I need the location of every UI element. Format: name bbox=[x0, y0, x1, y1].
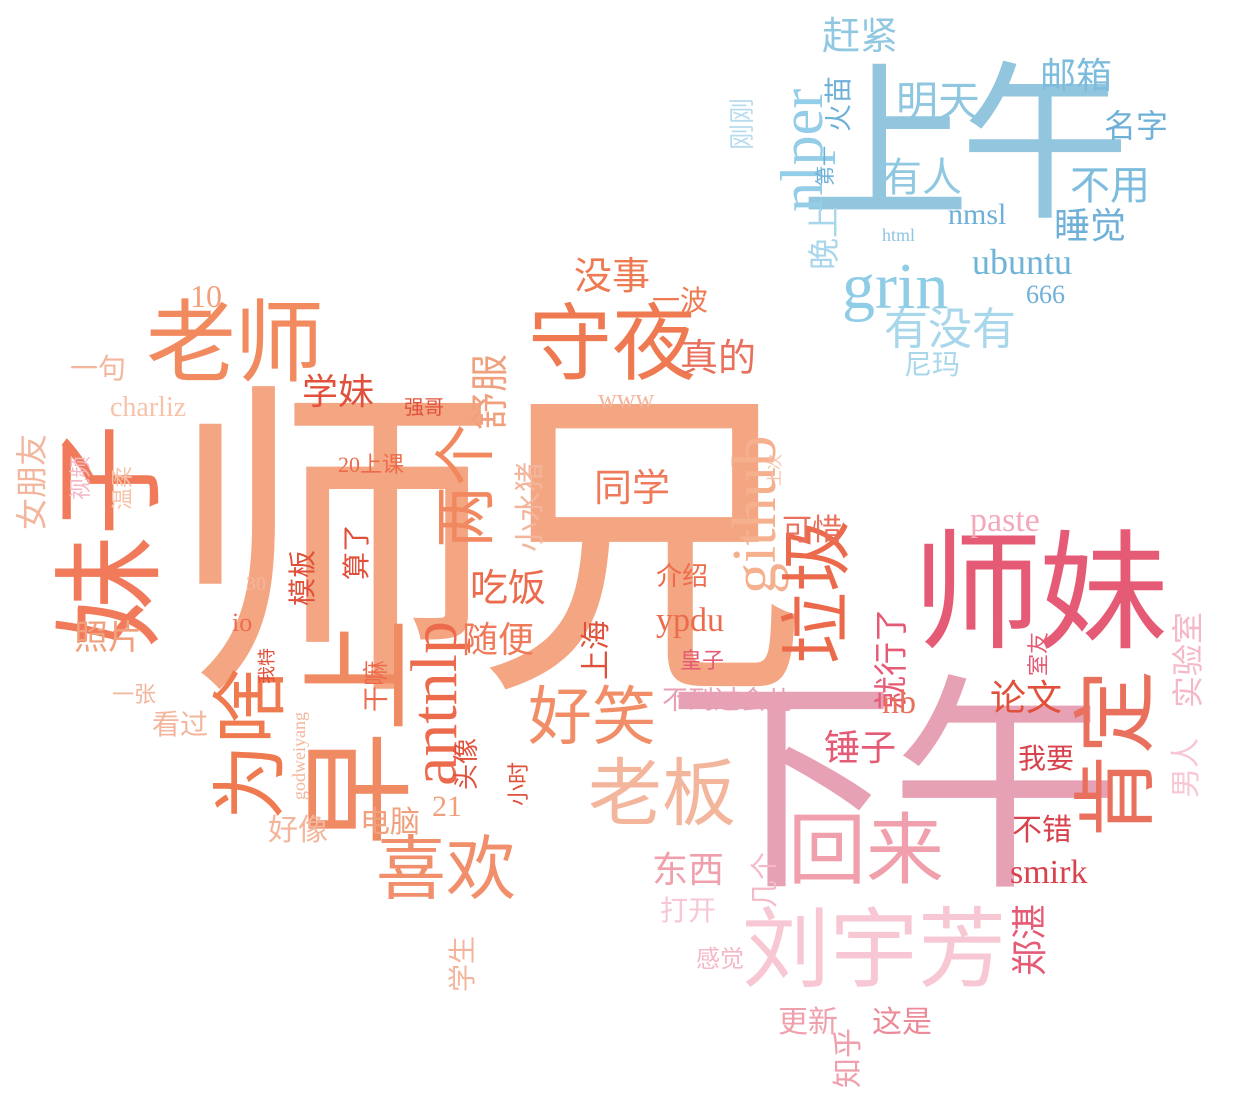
word: 几个 bbox=[750, 851, 781, 908]
word: 不错 bbox=[1012, 814, 1072, 847]
word: 更新 bbox=[778, 1006, 838, 1039]
word: 第一 bbox=[815, 146, 837, 186]
word: 好笑 bbox=[528, 682, 656, 753]
word: 肯定 bbox=[1071, 669, 1164, 838]
word: 小时 bbox=[506, 761, 531, 806]
word: ypdu bbox=[656, 602, 724, 639]
word: 上次 bbox=[767, 453, 784, 486]
word: 守夜 bbox=[528, 299, 697, 392]
word: 不用 bbox=[1070, 163, 1150, 208]
word: 上海 bbox=[580, 620, 613, 680]
word: 师兄 bbox=[168, 370, 808, 735]
word: 好像 bbox=[268, 814, 328, 847]
word: 21 bbox=[432, 790, 462, 823]
word: 不到过会儿 bbox=[662, 686, 793, 715]
word: 睡觉 bbox=[1054, 206, 1127, 246]
word: 明天 bbox=[896, 80, 981, 126]
word: grin bbox=[842, 250, 949, 323]
word: 同学 bbox=[594, 468, 671, 510]
word: 东西 bbox=[652, 850, 725, 890]
word: 温柔 bbox=[110, 465, 135, 510]
word: godweiyang bbox=[289, 712, 309, 800]
word: 介绍 bbox=[656, 562, 709, 591]
word: 这是 bbox=[872, 1006, 932, 1039]
word: 有人 bbox=[882, 155, 962, 200]
word: 名字 bbox=[1104, 108, 1169, 144]
word: 火苗 bbox=[824, 75, 855, 132]
word: 下午 bbox=[666, 663, 1120, 918]
word: 30 bbox=[246, 573, 266, 595]
word: nb bbox=[882, 684, 916, 721]
word: 打开 bbox=[660, 896, 717, 927]
word: 我要 bbox=[1018, 744, 1075, 775]
word: 赶紧 bbox=[822, 16, 899, 58]
word: 10 bbox=[190, 278, 222, 314]
word: 男人 bbox=[1170, 738, 1203, 798]
word: 我特 bbox=[257, 648, 277, 684]
word: 尼玛 bbox=[904, 350, 961, 381]
word: 666 bbox=[1026, 280, 1065, 309]
word: 吃饭 bbox=[470, 568, 547, 610]
word: charliz bbox=[110, 392, 187, 423]
word: paste bbox=[970, 502, 1040, 539]
word: 为啥 bbox=[210, 668, 294, 820]
word: 干嘛 bbox=[362, 659, 391, 712]
word: 一句 bbox=[70, 354, 127, 385]
word: 郑湛 bbox=[1010, 903, 1050, 976]
word: 照片 bbox=[74, 620, 142, 657]
word: 上午 bbox=[800, 53, 1130, 241]
word: 电脑 bbox=[360, 806, 420, 839]
word: 一张 bbox=[112, 682, 157, 707]
word: 舒服 bbox=[470, 353, 512, 430]
word: nmsl bbox=[948, 198, 1007, 231]
word: 学生 bbox=[448, 935, 479, 992]
word: 刚刚 bbox=[728, 97, 757, 150]
word: html bbox=[882, 225, 916, 245]
word: 论文 bbox=[990, 678, 1063, 718]
word: 两个 bbox=[433, 423, 501, 548]
word: 20上课 bbox=[338, 452, 405, 477]
word: ubuntu bbox=[972, 242, 1073, 282]
word: 小水猪 bbox=[514, 462, 547, 552]
word: 感觉 bbox=[696, 947, 744, 973]
word: 强哥 bbox=[404, 397, 444, 419]
word: 有没有 bbox=[884, 305, 1016, 354]
word: 刘宇芳 bbox=[742, 903, 1007, 1000]
word: 女朋友 bbox=[14, 433, 50, 530]
word: 看过 bbox=[152, 710, 209, 741]
word: 算了 bbox=[342, 523, 373, 580]
word: 视频 bbox=[68, 455, 93, 500]
word: 老板 bbox=[588, 754, 736, 836]
word: 没事 bbox=[574, 256, 651, 298]
word: 知乎 bbox=[832, 1028, 865, 1088]
word: 皇子 bbox=[680, 648, 725, 673]
word: 模板 bbox=[288, 549, 319, 606]
word: 可惜 bbox=[782, 514, 842, 547]
word: 随便 bbox=[462, 620, 535, 660]
word: 实验室 bbox=[1170, 611, 1206, 708]
word: 一波 bbox=[652, 286, 709, 317]
word: 回来 bbox=[788, 807, 945, 894]
word: 头像 bbox=[452, 737, 481, 790]
word: 师妹 bbox=[912, 523, 1168, 667]
word: 学妹 bbox=[302, 372, 375, 412]
word: 邮箱 bbox=[1040, 56, 1113, 96]
word: smirk bbox=[1010, 854, 1088, 891]
word: 晚上 bbox=[806, 205, 842, 270]
word: io bbox=[232, 608, 253, 637]
word: 真的 bbox=[680, 338, 757, 380]
word: 老师 bbox=[146, 295, 324, 394]
word: 室友 bbox=[1026, 631, 1051, 676]
word: 锤子 bbox=[824, 728, 897, 768]
word: 喜欢 bbox=[376, 832, 516, 909]
word: www bbox=[598, 384, 655, 413]
